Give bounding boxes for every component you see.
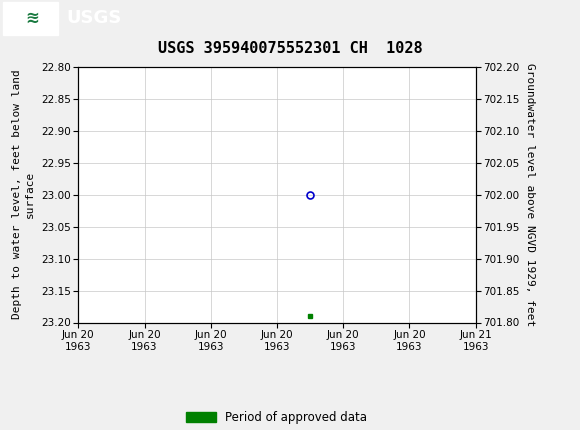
- Text: USGS: USGS: [67, 9, 122, 27]
- Text: USGS 395940075552301 CH  1028: USGS 395940075552301 CH 1028: [158, 41, 422, 56]
- Text: ≋: ≋: [25, 9, 39, 27]
- Y-axis label: Depth to water level, feet below land
surface: Depth to water level, feet below land su…: [12, 70, 35, 319]
- Bar: [3, 2, 58, 35]
- Y-axis label: Groundwater level above NGVD 1929, feet: Groundwater level above NGVD 1929, feet: [525, 63, 535, 326]
- Legend: Period of approved data: Period of approved data: [182, 407, 372, 429]
